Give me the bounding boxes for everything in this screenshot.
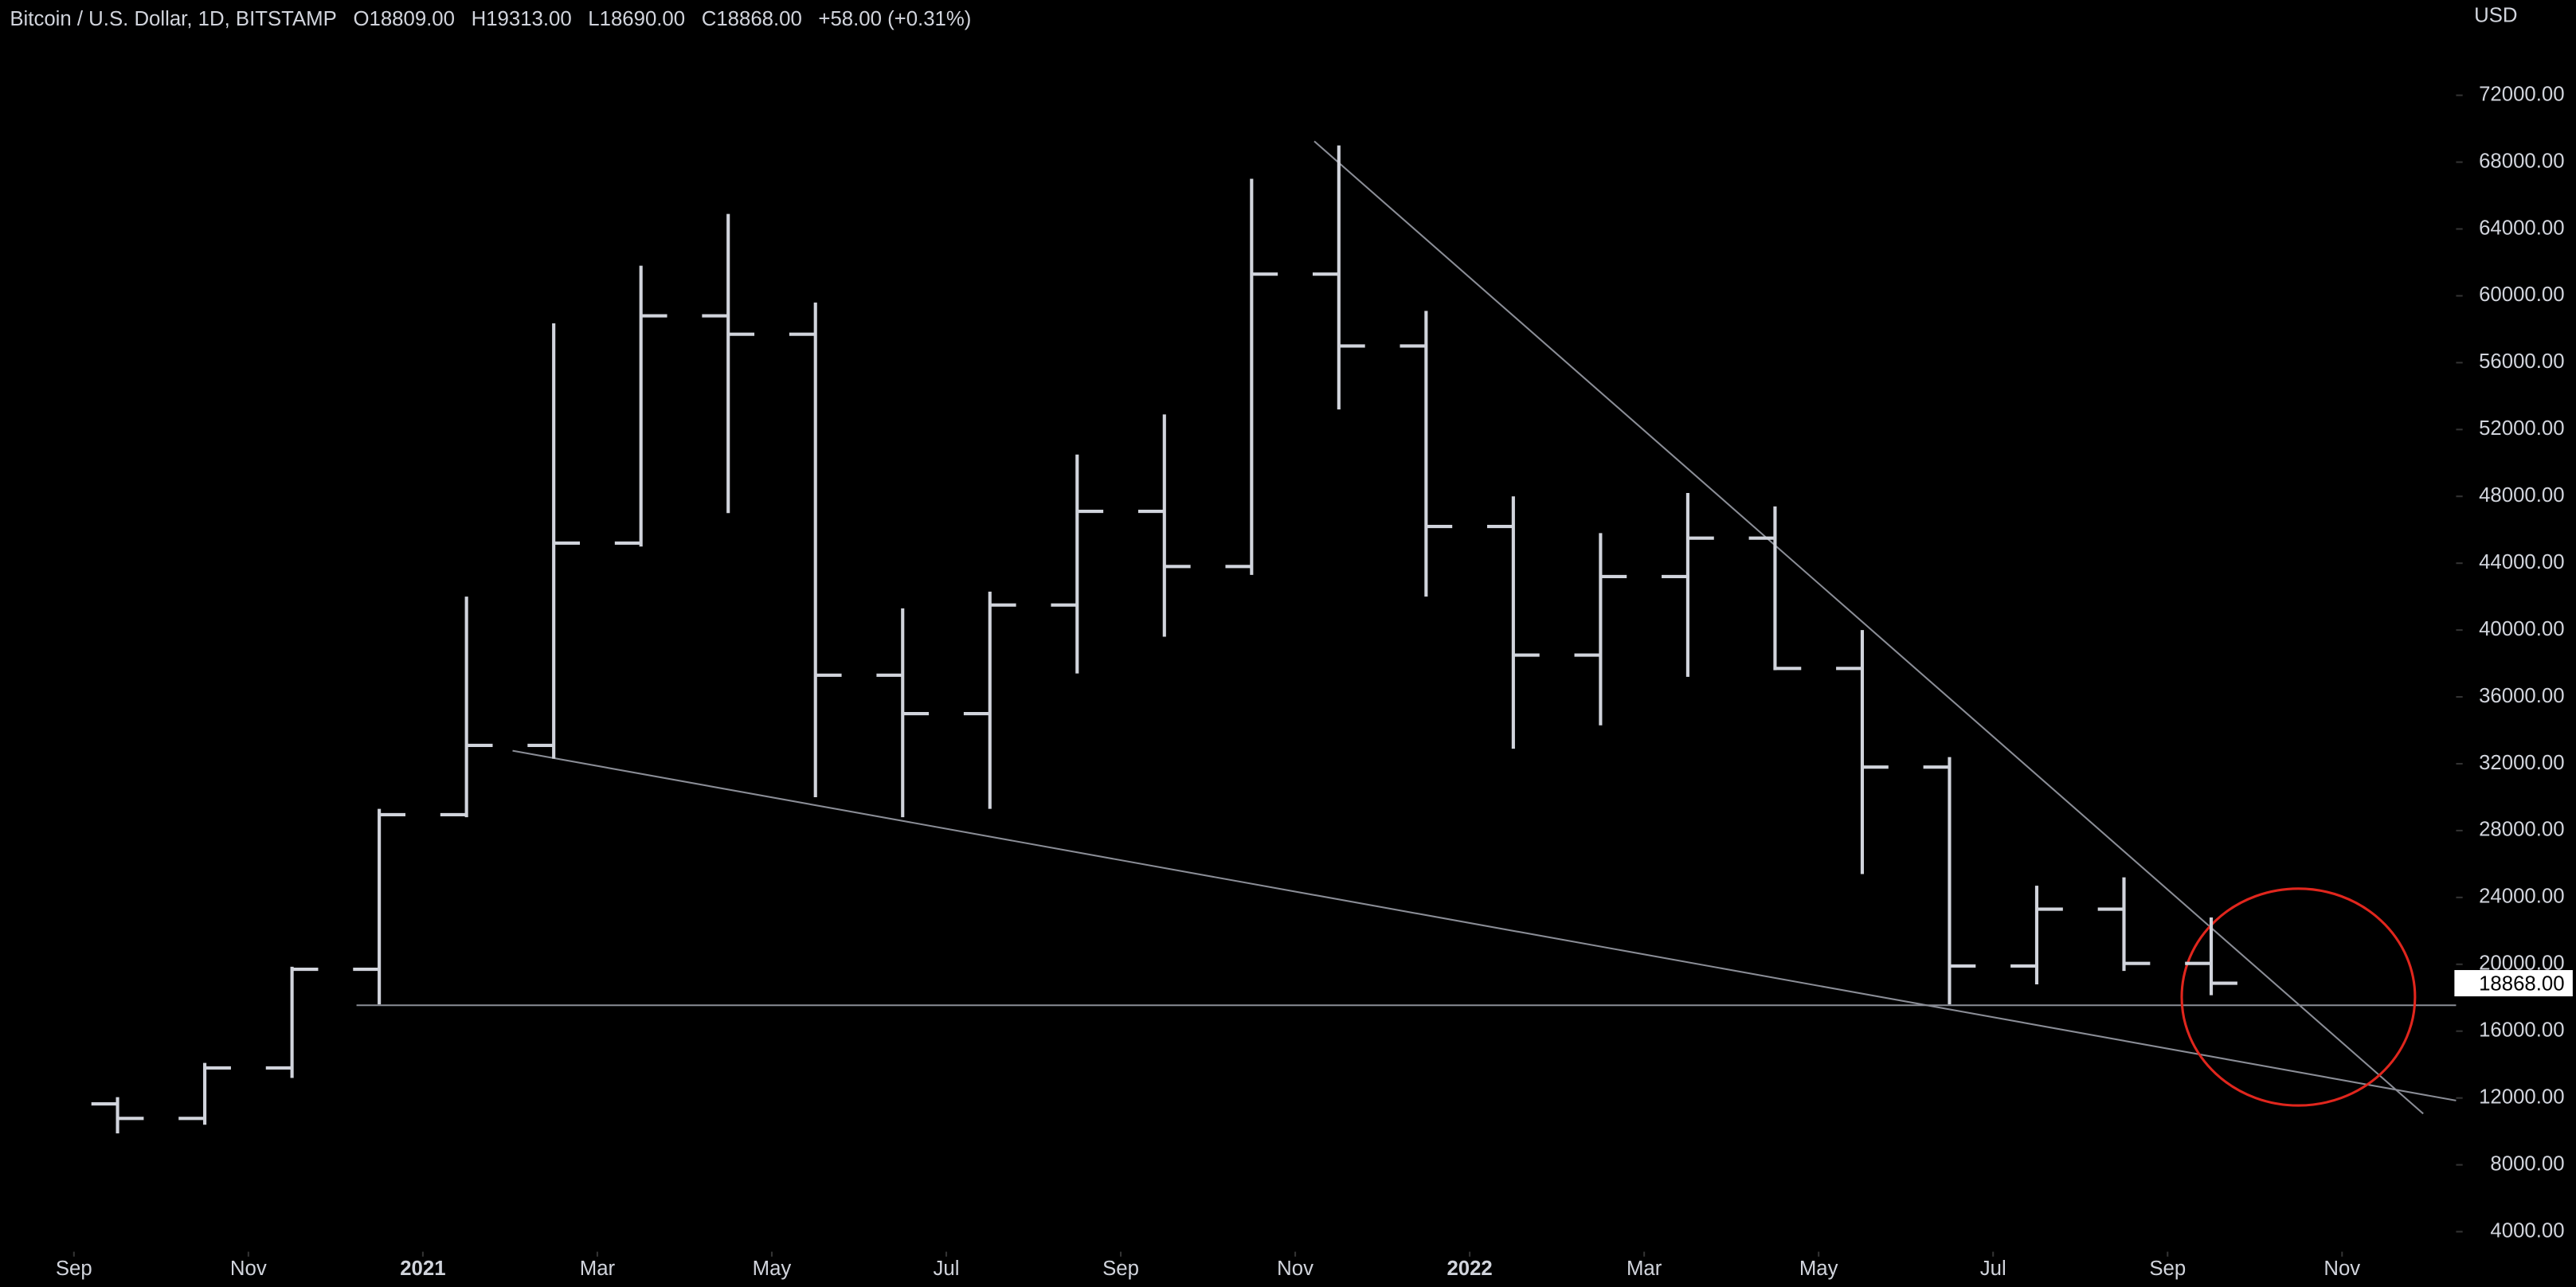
legend-value: C18868.00 bbox=[702, 8, 802, 30]
last-price-box bbox=[2454, 970, 2573, 997]
y-tick-label: 60000.00 bbox=[2479, 284, 2564, 306]
x-tick-label: Mar bbox=[580, 1258, 616, 1280]
x-tick-label: Sep bbox=[56, 1258, 92, 1280]
x-tick-label: Nov bbox=[2323, 1258, 2360, 1280]
legend-value: H19313.00 bbox=[472, 8, 572, 30]
x-tick-label: May bbox=[1799, 1258, 1838, 1280]
trend-line-upper bbox=[1313, 140, 2424, 1115]
y-tick-label: 4000.00 bbox=[2490, 1219, 2564, 1242]
last-price-label: 18868.00 bbox=[2479, 972, 2564, 995]
x-tick-label: Jul bbox=[1980, 1258, 2006, 1280]
y-tick-label: 56000.00 bbox=[2479, 350, 2564, 373]
symbol: Bitcoin / U.S. Dollar, 1D, BITSTAMP bbox=[10, 8, 336, 30]
y-tick-label: 28000.00 bbox=[2479, 819, 2564, 841]
y-tick-label: 32000.00 bbox=[2479, 752, 2564, 774]
y-tick-label: 48000.00 bbox=[2479, 484, 2564, 507]
y-tick-label: 64000.00 bbox=[2479, 217, 2564, 239]
legend-value: O18809.00 bbox=[353, 8, 455, 30]
trend-line-lower bbox=[512, 749, 2457, 1101]
highlight-circle bbox=[2180, 887, 2417, 1107]
x-tick-label: Nov bbox=[230, 1258, 267, 1280]
y-tick-label: 24000.00 bbox=[2479, 886, 2564, 908]
x-tick-label: 2022 bbox=[1447, 1258, 1492, 1280]
x-tick-label: 2021 bbox=[400, 1258, 445, 1280]
x-tick-label: May bbox=[753, 1258, 792, 1280]
y-tick-label: 68000.00 bbox=[2479, 150, 2564, 172]
bars bbox=[91, 145, 2237, 1134]
x-tick-label: Jul bbox=[934, 1258, 960, 1280]
x-tick-label: Nov bbox=[1277, 1258, 1313, 1280]
y-tick-label: 16000.00 bbox=[2479, 1019, 2564, 1042]
x-tick-label: Sep bbox=[2149, 1258, 2186, 1280]
x-tick-label: Mar bbox=[1627, 1258, 1662, 1280]
x-tick-label: Sep bbox=[1102, 1258, 1139, 1280]
y-tick-label: 36000.00 bbox=[2479, 685, 2564, 707]
legend-value: +58.00 (+0.31%) bbox=[818, 8, 971, 30]
y-tick-label: 44000.00 bbox=[2479, 551, 2564, 573]
currency: USD bbox=[2474, 4, 2517, 26]
y-tick-label: 72000.00 bbox=[2479, 83, 2564, 105]
y-tick-label: 12000.00 bbox=[2479, 1086, 2564, 1108]
y-tick-label: 52000.00 bbox=[2479, 417, 2564, 440]
legend-value: L18690.00 bbox=[588, 8, 685, 30]
chart-title: Bitcoin / U.S. Dollar, 1D, BITSTAMP O1880… bbox=[10, 8, 971, 30]
y-tick-label: 40000.00 bbox=[2479, 618, 2564, 640]
y-tick-label: 8000.00 bbox=[2490, 1152, 2564, 1175]
